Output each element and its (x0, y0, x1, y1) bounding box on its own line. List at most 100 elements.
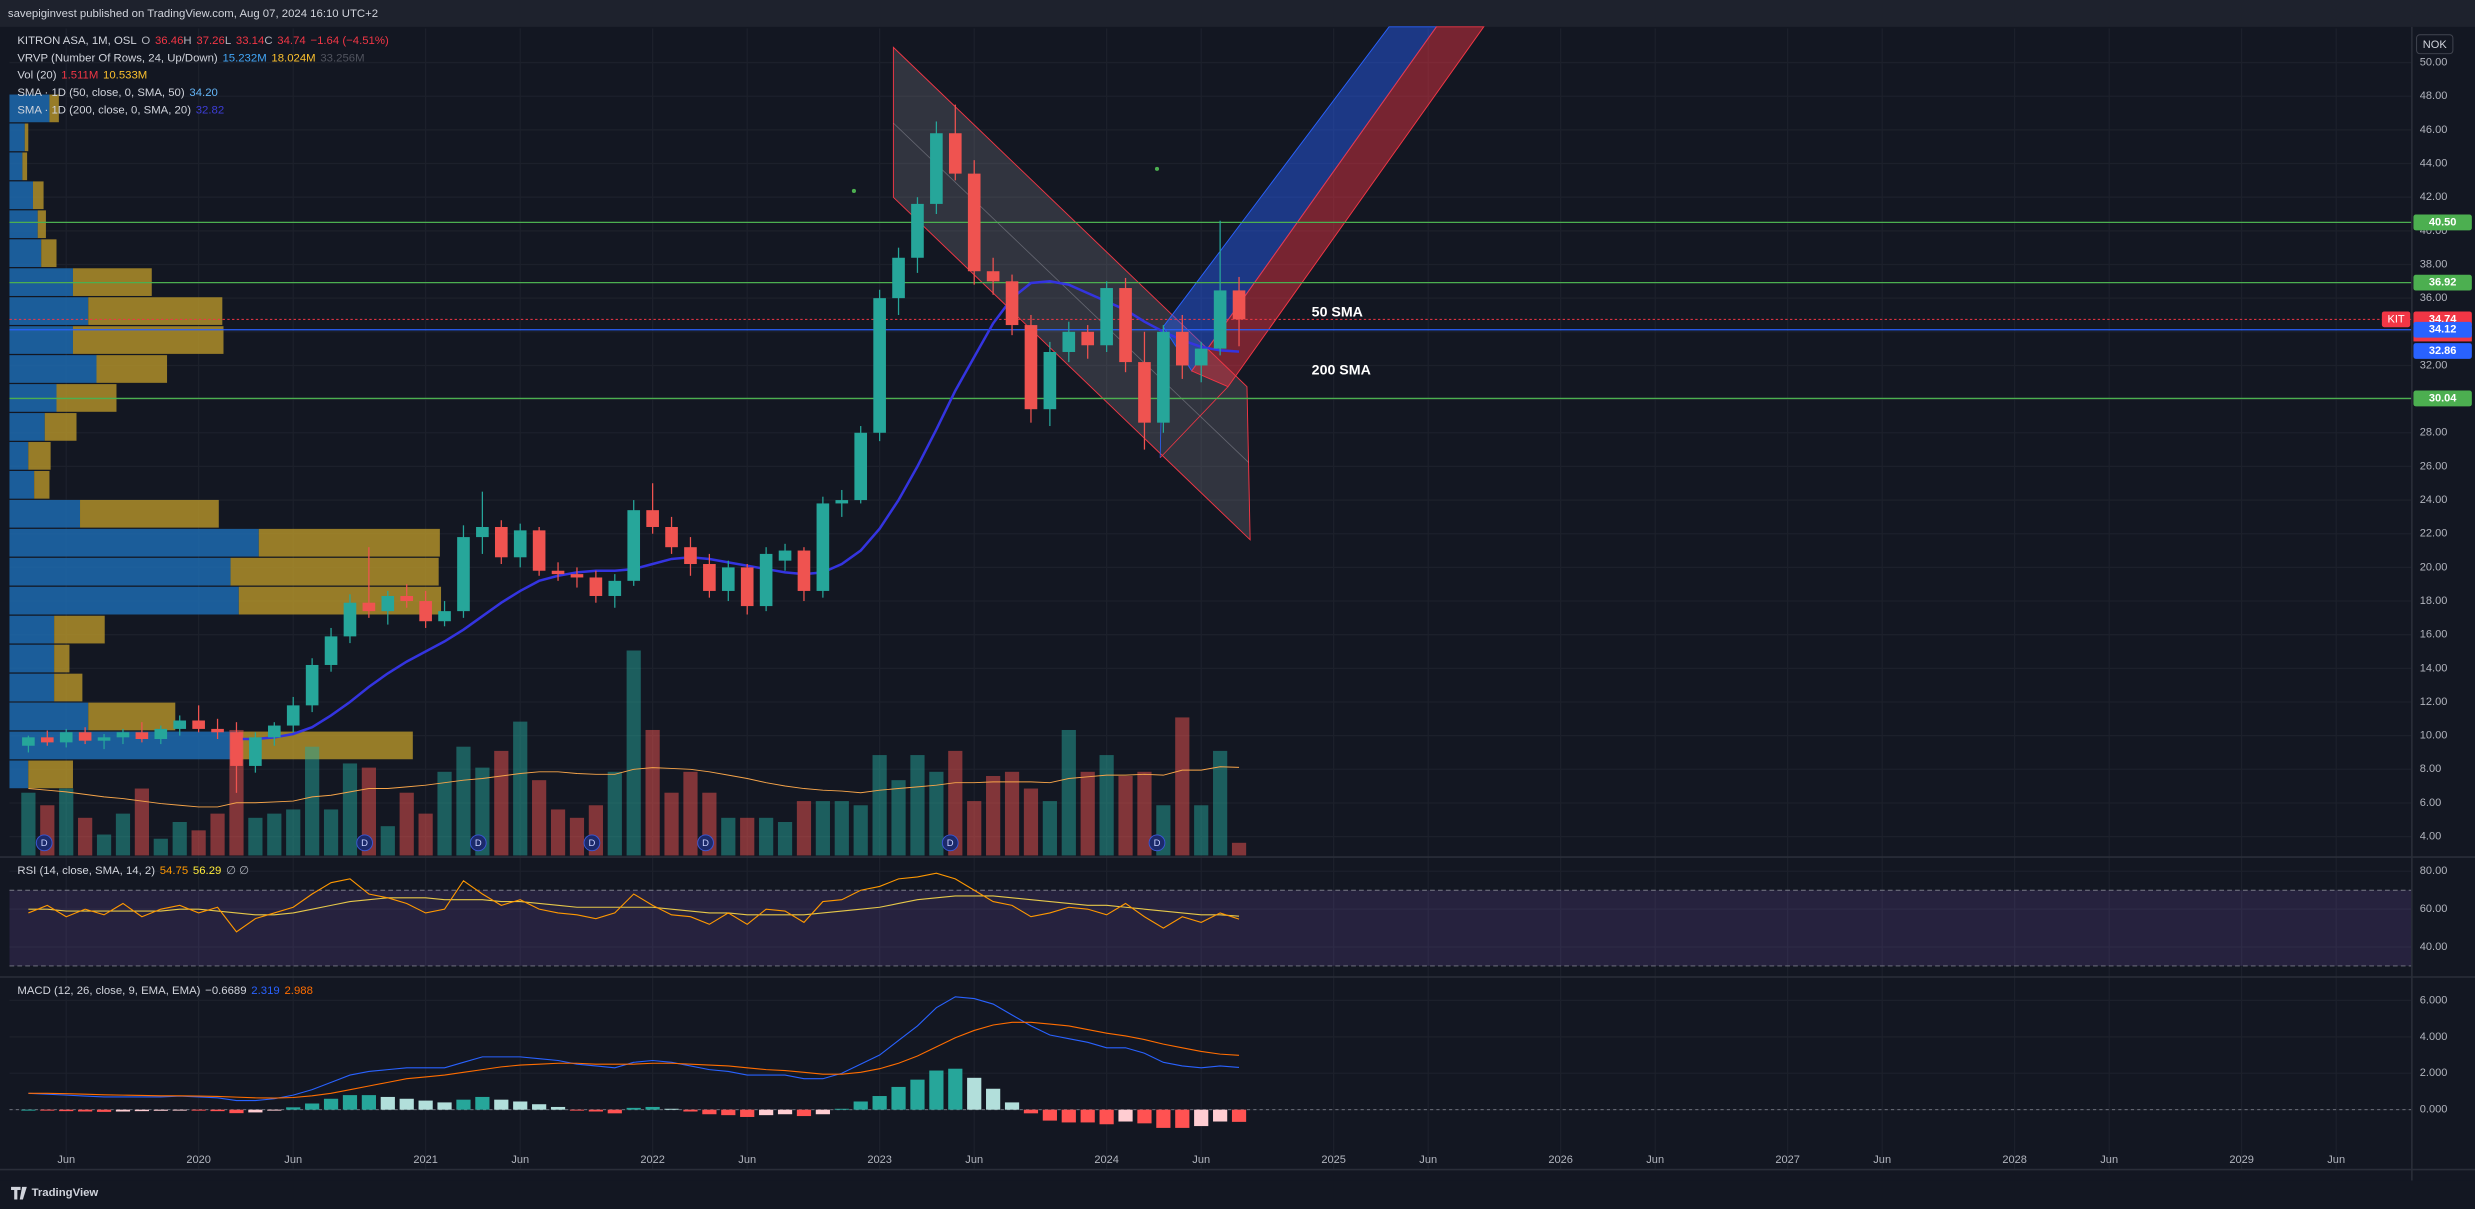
vrvp-down (22, 152, 28, 181)
rising-channel-red (1191, 26, 1485, 388)
x-tick-label: Jun (2100, 1154, 2118, 1166)
x-tick-label: Jun (284, 1154, 302, 1166)
macd-histogram-bar (683, 1109, 698, 1112)
vrvp-down (37, 210, 46, 239)
legend-value: 1.511M (61, 70, 98, 82)
volume-bar (532, 780, 547, 856)
y-tick-label: 42.00 (2420, 191, 2448, 203)
macd-line (28, 996, 1240, 1102)
dividend-icon (469, 834, 487, 852)
volume-bar (172, 821, 187, 856)
legend-value: 10.533M (103, 70, 147, 82)
volume-bar (721, 817, 736, 856)
candle-body (513, 530, 527, 558)
vrvp-down (238, 731, 413, 760)
macd-histogram-bar (759, 1109, 774, 1116)
vrvp-down (41, 239, 57, 268)
dividend-icon (1148, 834, 1166, 852)
macd-histogram-bar (267, 1109, 282, 1111)
vrvp-up (9, 557, 231, 586)
candle-body (721, 567, 735, 591)
channel-midline (893, 122, 1249, 463)
vrvp-down (230, 557, 439, 586)
volume-bar (759, 817, 774, 856)
y-tick-label: 28.00 (2420, 427, 2448, 439)
macd-histogram-bar (569, 1109, 585, 1111)
macd-histogram-bar (59, 1109, 74, 1112)
candle-body (948, 133, 962, 174)
dividend-icon (583, 834, 601, 852)
macd-histogram-bar (550, 1106, 566, 1110)
dividend-label: D (947, 838, 954, 849)
vrvp-down (28, 442, 51, 470)
dividend-icon (697, 834, 714, 852)
currency-box[interactable] (2416, 34, 2454, 55)
x-tick-label: 2020 (186, 1154, 211, 1166)
currency[interactable]: NOK (2423, 39, 2448, 51)
volume-bar (267, 813, 282, 856)
macd-signal-line (28, 1021, 1240, 1099)
y-tick-label: 46.00 (2420, 124, 2448, 136)
volume-bar (437, 771, 452, 856)
vrvp-up (9, 94, 50, 123)
x-tick-label: Jun (57, 1154, 75, 1166)
candle-body (816, 503, 830, 591)
volume-bar (115, 813, 131, 856)
dividend-label: D (41, 838, 48, 849)
candle-body (1232, 290, 1246, 320)
volume-bar (834, 801, 849, 856)
price-layer (9, 104, 2412, 1128)
candle-body (494, 526, 508, 558)
vrvp-down (32, 181, 44, 210)
legend-value: C (264, 35, 272, 47)
volume-bar (777, 821, 793, 856)
price-level-label: 32.86 (2429, 345, 2457, 357)
vrvp-up (9, 181, 33, 210)
vrvp-down (72, 326, 224, 354)
candle-body (343, 602, 357, 637)
candle-body (419, 601, 432, 622)
rsi-band (9, 890, 2412, 966)
macd-histogram-bar (702, 1109, 717, 1115)
vrvp-layer (9, 94, 442, 789)
x-tick-label: 2022 (640, 1154, 665, 1166)
vrvp-up (9, 210, 38, 239)
macd-histogram-bar (191, 1109, 206, 1111)
y-tick-label: 12.00 (2420, 696, 2448, 708)
y-tick-label: 6.00 (2420, 797, 2441, 809)
candle-body (1157, 331, 1170, 423)
candle-body (532, 530, 546, 571)
dividend-label: D (361, 838, 368, 849)
x-tick-label: 2027 (1775, 1154, 1800, 1166)
macd-histogram-bar (40, 1109, 55, 1111)
legend-value: 32.82 (196, 104, 224, 116)
legend-value: 18.024M (271, 52, 315, 64)
volume-bar (134, 788, 149, 856)
annotation: 200 SMA (1312, 363, 1371, 379)
y-tick-label: 40.00 (2420, 941, 2448, 953)
vrvp-down (96, 355, 168, 383)
macd-histogram-bar (1175, 1109, 1190, 1128)
macd-histogram-bar (1118, 1109, 1133, 1122)
macd-histogram-bar (891, 1086, 906, 1110)
vrvp-up (9, 152, 23, 181)
macd-histogram-bar (172, 1109, 187, 1111)
legend-value: H (183, 35, 191, 47)
dividend-icon (356, 834, 373, 852)
macd-histogram-bar (21, 1109, 36, 1111)
price-level-box (2413, 321, 2472, 338)
vrvp-down (49, 94, 59, 123)
volume-bar (929, 771, 944, 856)
x-tick-label: 2028 (2002, 1154, 2027, 1166)
macd-histogram-bar (626, 1107, 641, 1110)
volume-bar (796, 801, 812, 856)
volume-bar (1080, 771, 1095, 856)
legend-value: 34.20 (189, 87, 217, 99)
volume-bar (475, 767, 490, 856)
macd-histogram-bar (645, 1106, 660, 1110)
rsi-line (28, 872, 1240, 933)
volume-bar (59, 788, 74, 856)
volume-bar (1099, 755, 1114, 856)
vrvp-up (9, 615, 55, 644)
